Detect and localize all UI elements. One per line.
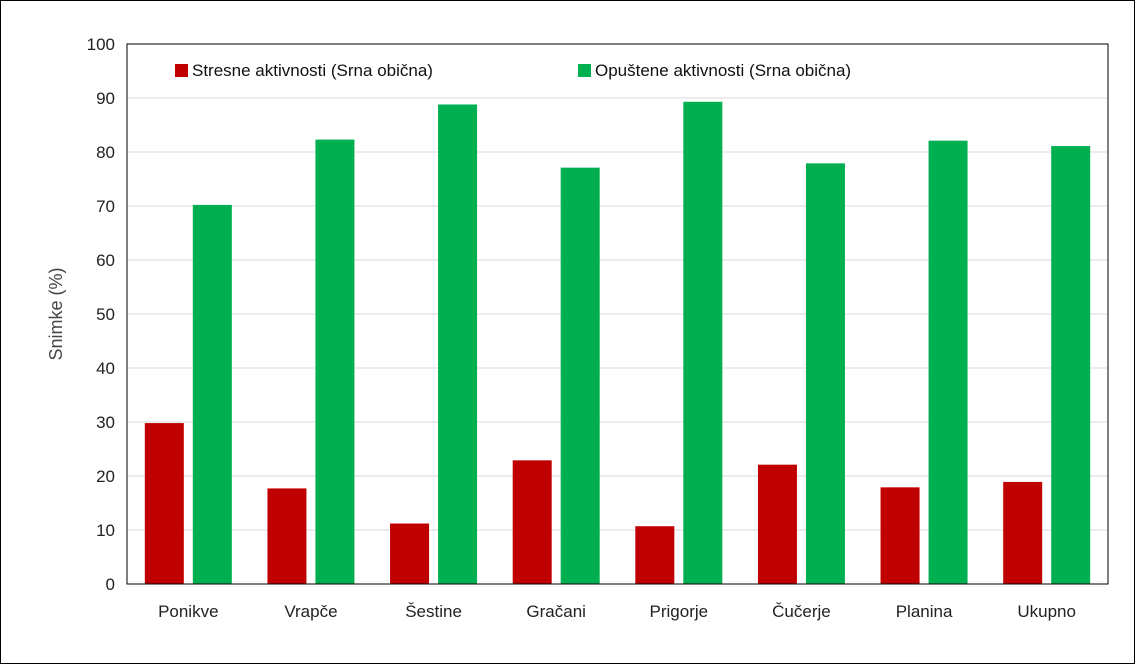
- bar-opustene: [192, 204, 232, 585]
- bar-opustene: [315, 139, 355, 584]
- x-axis-ticks: Ponikve Vrapče Šestine Gračani Prigorje Čučer…: [158, 602, 1076, 621]
- y-axis-title: Snimke (%): [46, 267, 66, 360]
- bar-stresne: [144, 423, 184, 584]
- legend-swatch: [175, 64, 188, 77]
- y-tick-label: 10: [96, 521, 115, 540]
- bar-opustene: [560, 167, 600, 584]
- y-tick-label: 100: [87, 35, 115, 54]
- y-tick-label: 40: [96, 359, 115, 378]
- bar-opustene: [438, 104, 478, 584]
- bar-stresne: [512, 460, 552, 584]
- legend: Stresne aktivnosti (Srna obična) Opuštene…: [175, 61, 851, 80]
- x-tick-label: Planina: [896, 602, 953, 621]
- x-tick-label: Šestine: [405, 602, 462, 621]
- bar-opustene: [928, 140, 968, 584]
- y-axis-ticks: 0 10 20 30 40 50 60 70 80 90 100: [87, 35, 115, 594]
- y-tick-label: 20: [96, 467, 115, 486]
- x-tick-label: Čučerje: [772, 602, 831, 621]
- legend-label: Opuštene aktivnosti (Srna obična): [595, 61, 851, 80]
- x-tick-label: Prigorje: [650, 602, 709, 621]
- x-tick-label: Ukupno: [1017, 602, 1076, 621]
- bar-opustene: [683, 101, 723, 584]
- bar-stresne: [267, 488, 307, 584]
- x-tick-label: Gračani: [526, 602, 586, 621]
- bar-stresne: [390, 523, 430, 584]
- legend-label: Stresne aktivnosti (Srna obična): [192, 61, 433, 80]
- y-tick-label: 90: [96, 89, 115, 108]
- y-tick-label: 70: [96, 197, 115, 216]
- bar-opustene: [1051, 146, 1091, 584]
- y-tick-label: 0: [106, 575, 115, 594]
- bar-stresne: [635, 526, 675, 584]
- x-tick-label: Ponikve: [158, 602, 218, 621]
- plot-area-border: [126, 43, 1109, 585]
- y-tick-label: 60: [96, 251, 115, 270]
- bars: [144, 101, 1091, 585]
- x-tick-label: Vrapče: [284, 602, 337, 621]
- bar-stresne: [757, 464, 797, 584]
- bar-opustene: [805, 163, 845, 584]
- bar-stresne: [1003, 481, 1043, 584]
- y-tick-label: 30: [96, 413, 115, 432]
- bar-stresne: [880, 487, 920, 584]
- legend-swatch: [578, 64, 591, 77]
- y-tick-label: 50: [96, 305, 115, 324]
- y-tick-label: 80: [96, 143, 115, 162]
